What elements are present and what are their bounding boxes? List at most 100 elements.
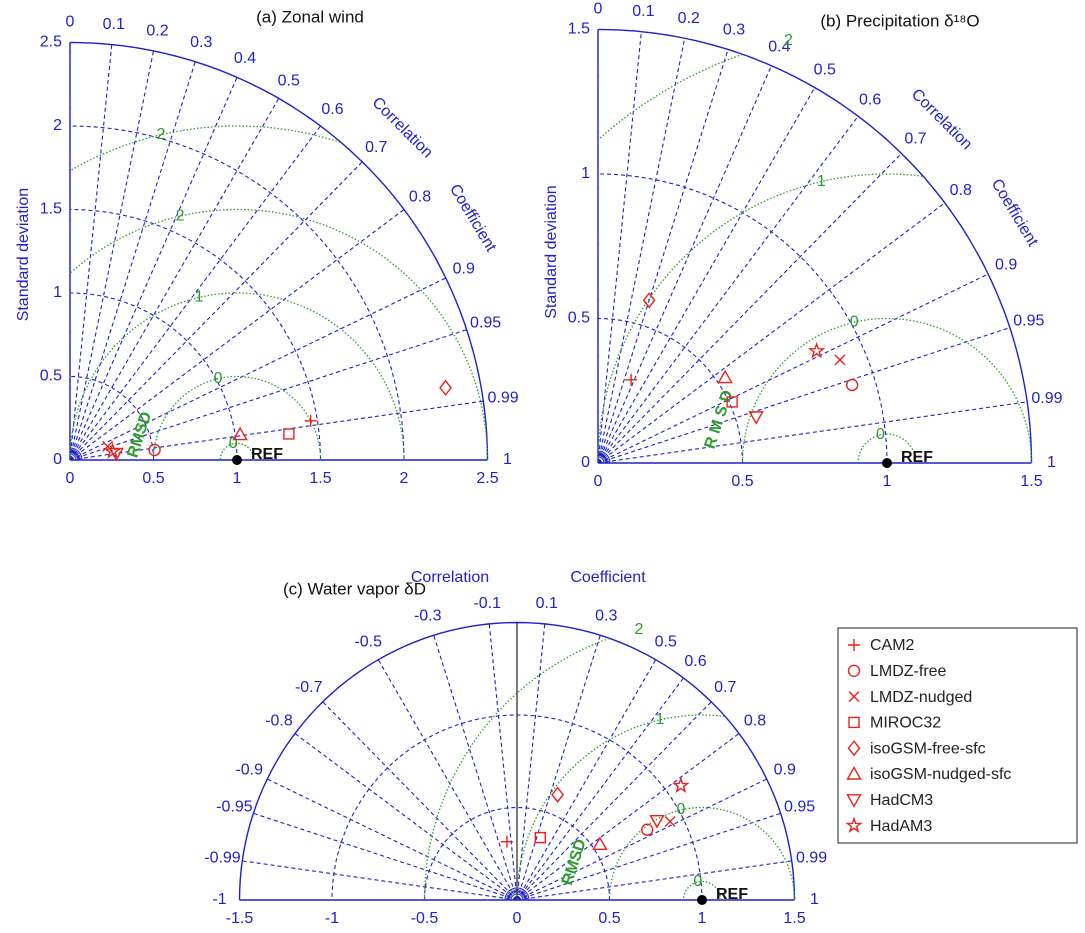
- corr-grid-line: [597, 31, 642, 464]
- corr-tick-label: 0.2: [678, 10, 700, 27]
- marker-plus: [500, 835, 513, 848]
- legend-box: [837, 627, 1078, 844]
- std-grid-arc: [598, 317, 744, 463]
- marker-circle: [148, 443, 161, 457]
- y-axis-label: Standard deviation: [543, 185, 560, 318]
- marker-square: [726, 396, 738, 408]
- y-tick-label: 0: [581, 454, 590, 471]
- marker-star: [103, 442, 122, 459]
- rmsd-contour-label: 2: [176, 207, 185, 224]
- corr-grid-line: [267, 778, 518, 901]
- corr-grid-line: [597, 87, 816, 464]
- corr-grid-line: [597, 115, 859, 464]
- legend-label: HadAM3: [870, 818, 932, 835]
- corr-tick-label: 0.95: [784, 798, 815, 815]
- corr-tick-label: 0.95: [470, 315, 501, 332]
- y-tick-label: 1: [581, 165, 590, 182]
- corr-tick-label: 0.3: [190, 34, 212, 51]
- corr-tick-label: 0.8: [744, 713, 766, 730]
- ref-label: REF: [251, 446, 283, 463]
- legend-marker: [848, 691, 860, 703]
- x-tick-label: 0: [594, 473, 603, 490]
- corr-grid-line: [516, 677, 684, 901]
- corr-grid-line: [597, 327, 1010, 464]
- corr-tick-label: 0.3: [723, 22, 745, 39]
- corr-tick-label: 1: [810, 891, 819, 908]
- marker-diamond: [642, 292, 656, 309]
- legend-marker: [848, 639, 860, 651]
- corr-tick-label: 0.7: [904, 130, 926, 147]
- corr-tick-label: 1: [1047, 454, 1056, 471]
- ref-point: [232, 455, 242, 465]
- corr-tick-label: -0.8: [265, 713, 293, 730]
- corr-grid-line: [597, 49, 729, 464]
- legend-label: isoGSM-free-sfc: [870, 740, 986, 757]
- corr-tick-label: 0.3: [595, 607, 617, 624]
- corr-tick-label: 0.7: [714, 679, 736, 696]
- corr-tick-label: -0.99: [204, 849, 241, 866]
- legend-marker: [848, 716, 860, 729]
- corr-tick-label: 0.1: [632, 3, 654, 20]
- y-tick-label: 1.5: [568, 21, 590, 38]
- std-grid-arc: [70, 375, 155, 460]
- corr-tick-label: 0.7: [365, 139, 387, 156]
- rmsd-contour: [423, 637, 610, 900]
- x-tick-label: 1: [883, 473, 892, 490]
- marker-star: [807, 341, 826, 359]
- y-tick-label: 0.5: [568, 310, 590, 327]
- std-grid-arc: [598, 173, 888, 463]
- corr-grid-line: [516, 635, 601, 901]
- corr-grid-line: [253, 812, 518, 901]
- rmsd-contour: [608, 806, 796, 900]
- corr-tick-label: 0.6: [321, 101, 343, 118]
- ref-point: [882, 458, 892, 468]
- marker-circle: [641, 823, 654, 836]
- x-tick-label: 0.5: [731, 473, 753, 490]
- x-tick-label: 0: [66, 470, 75, 487]
- corr-tick-label: 0.6: [859, 91, 881, 108]
- corr-tick-label: 0.1: [103, 16, 125, 33]
- marker-plus: [304, 414, 317, 427]
- legend-label: LMDZ-free: [870, 663, 947, 680]
- rmsd-contour-label: 1: [195, 289, 204, 306]
- rmsd-contour: [70, 208, 489, 460]
- x-tick-label: 1.5: [783, 910, 805, 927]
- marker-circle: [845, 378, 859, 392]
- rmsd-contour-label: 0: [214, 370, 223, 387]
- y-tick-label: 0: [53, 451, 62, 468]
- legend-label: CAM2: [870, 637, 915, 654]
- corr-tick-label: 0.1: [536, 595, 558, 612]
- x-tick-label: 0.5: [142, 470, 164, 487]
- corr-tick-label: 1: [503, 451, 512, 468]
- corr-tick-label: -0.1: [473, 595, 501, 612]
- corr-tick-label: 0: [66, 14, 75, 31]
- legend-marker: [847, 664, 861, 677]
- corr-grid-line: [516, 623, 546, 901]
- corr-grid-line: [516, 733, 740, 901]
- rmsd-contour: [69, 125, 341, 172]
- legend-marker: [846, 766, 862, 780]
- corr-grid-line: [597, 401, 1028, 464]
- ref-label: REF: [901, 449, 933, 466]
- corr-grid-line: [597, 65, 772, 464]
- ref-label: REF: [716, 886, 748, 903]
- panel-title: (b) Precipitation δ¹⁸O: [820, 11, 979, 30]
- x-tick-label: 1.5: [309, 470, 331, 487]
- marker-triangle: [717, 369, 733, 384]
- rmsd-contour-label: 0: [229, 435, 238, 452]
- marker-triangle: [592, 836, 608, 850]
- y-tick-label: 1.5: [40, 201, 62, 218]
- origin-decor: [510, 893, 524, 901]
- x-tick-label: -0.5: [411, 910, 439, 927]
- corr-grid-line: [516, 812, 781, 901]
- corr-tick-label: 0.99: [796, 849, 827, 866]
- corr-tick-label: 0.8: [950, 182, 972, 199]
- x-tick-label: 1.5: [1020, 473, 1042, 490]
- marker-plus: [625, 373, 638, 386]
- rmsd-contour: [741, 317, 1033, 463]
- panel-title: (c) Water vapor δD: [283, 579, 426, 598]
- corr-tick-label: 0: [594, 1, 603, 18]
- legend-marker: [846, 794, 862, 808]
- legend-label: MIROC32: [870, 715, 941, 732]
